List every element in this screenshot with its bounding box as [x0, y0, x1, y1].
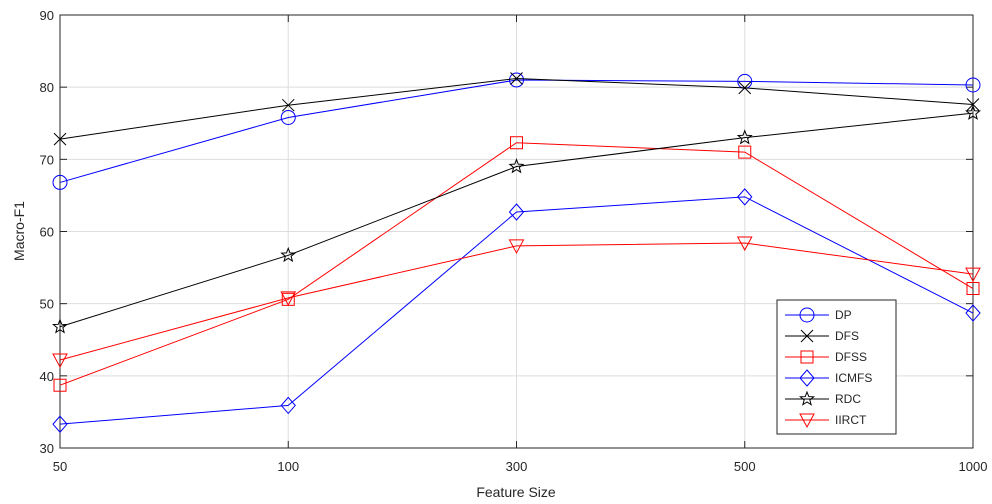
legend-item-dp: DP	[785, 307, 852, 323]
legend-label: RDC	[835, 392, 861, 406]
y-tick-label: 50	[40, 297, 54, 312]
legend-label: DP	[835, 308, 852, 322]
legend-item-iirct: IIRCT	[785, 413, 867, 429]
data-point-dp	[509, 72, 524, 88]
series-line-dfss	[59, 142, 974, 386]
legend-label: DFSS	[835, 350, 867, 364]
y-tick-label: 90	[40, 8, 54, 23]
data-point-icmfs	[737, 188, 753, 206]
x-tick-label: 500	[734, 459, 756, 474]
data-point-dfss	[510, 136, 523, 150]
data-point-dfs	[966, 98, 980, 111]
data-point-rdc	[965, 104, 981, 120]
legend-item-dfss: DFSS	[785, 350, 867, 364]
data-point-dfs	[281, 98, 295, 112]
x-tick-label: 300	[506, 459, 528, 474]
series-icmfs	[52, 188, 981, 433]
data-point-icmfs	[52, 415, 68, 433]
legend-item-dfs: DFS	[785, 329, 859, 343]
legend-item-rdc: RDC	[785, 390, 861, 406]
x-tick-label: 50	[53, 459, 67, 474]
x-tick-label: 100	[277, 459, 299, 474]
x-tick-label: 1000	[959, 459, 988, 474]
y-tick-label: 80	[40, 80, 54, 95]
data-point-dp	[965, 77, 981, 93]
grid-lines	[60, 15, 973, 448]
data-point-iirct	[736, 236, 753, 252]
data-point-iirct	[280, 291, 297, 306]
series-iirct	[52, 236, 981, 369]
legend-marker	[800, 329, 814, 343]
y-tick-label: 60	[40, 225, 54, 240]
data-point-dp	[280, 109, 296, 125]
series-dfss	[53, 136, 980, 392]
data-point-dfss	[53, 378, 67, 392]
data-point-icmfs	[965, 304, 981, 322]
data-point-rdc	[508, 158, 525, 174]
data-point-dp	[52, 174, 68, 190]
legend-label: IIRCT	[835, 413, 867, 427]
legend-label: ICMFS	[835, 371, 872, 385]
series-line-dp	[59, 79, 974, 183]
data-point-icmfs	[280, 396, 296, 415]
data-point-dfss	[966, 282, 980, 296]
y-tick-label: 30	[40, 441, 54, 456]
series-line-iirct	[59, 242, 974, 361]
legend-marker	[799, 307, 815, 323]
data-point-rdc	[280, 246, 297, 263]
series-dfs	[53, 72, 980, 146]
data-point-iirct	[52, 353, 68, 369]
series-line-icmfs	[59, 196, 974, 425]
y-tick-label: 70	[40, 152, 54, 167]
series-dp	[52, 72, 981, 190]
y-tick-label: 40	[40, 369, 54, 384]
data-point-dfs	[53, 132, 67, 146]
y-axis-label: Macro-F1	[11, 201, 27, 261]
legend-label: DFS	[835, 329, 859, 343]
series-layer	[52, 72, 981, 433]
data-point-icmfs	[508, 203, 525, 221]
data-point-iirct	[965, 267, 981, 283]
data-point-dfs	[738, 81, 752, 95]
legend-marker	[800, 350, 814, 364]
x-axis-label: Feature Size	[476, 484, 556, 500]
data-point-dfss	[738, 145, 752, 159]
series-line-rdc	[59, 112, 974, 328]
legend-marker	[799, 369, 815, 387]
legend-box	[776, 299, 897, 435]
data-point-rdc	[52, 318, 68, 334]
data-point-rdc	[736, 129, 753, 145]
series-rdc	[52, 104, 981, 334]
legend: DP DFS DFSS ICMFS RDC IIRCT	[776, 299, 897, 435]
axis-ticks: 50 100 300 500 1000 30 40 50 60 70 80 90	[40, 8, 988, 474]
data-point-dfs	[510, 72, 523, 85]
legend-item-icmfs: ICMFS	[785, 369, 872, 387]
data-point-iirct	[508, 239, 525, 254]
legend-marker	[799, 413, 815, 429]
legend-marker	[799, 390, 815, 406]
